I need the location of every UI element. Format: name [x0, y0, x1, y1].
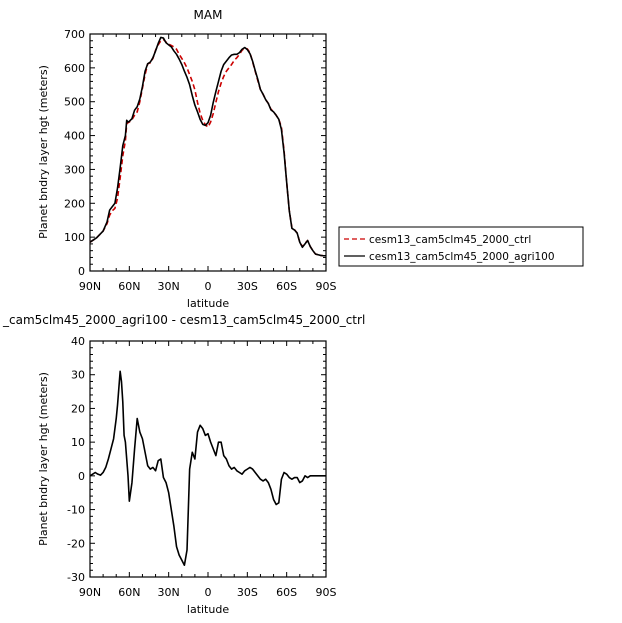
top-x-tick-label: 60N	[118, 280, 140, 293]
legend-label-agri100: cesm13_cam5clm45_2000_agri100	[369, 251, 555, 263]
bottom-series-line-0	[89, 370, 326, 567]
top-y-tick-label: 500	[64, 96, 85, 109]
top-x-tick-label: 30N	[158, 280, 180, 293]
bottom-x-tick-label: 90S	[316, 586, 337, 599]
top-y-axis: 0 100 200 300 400 500 600 700	[64, 28, 326, 278]
top-y-tick-label: 0	[78, 265, 85, 278]
top-y-tick-label: 300	[64, 163, 85, 176]
bottom-x-tick-label: 30N	[158, 586, 180, 599]
top-x-axis: 90N 60N 30N 0 30S 60S 90S	[79, 34, 337, 293]
top-x-tick-label: 30S	[237, 280, 258, 293]
bottom-x-axis: 90N 60N 30N 0 30S 60S 90S	[79, 341, 337, 599]
bottom-y-tick-label: -20	[67, 537, 85, 550]
top-chart-title: MAM	[194, 8, 223, 22]
top-y-axis-label: Planet bndry layer hgt (meters)	[37, 65, 50, 239]
bottom-x-tick-label: 60N	[118, 586, 140, 599]
top-y-tick-label: 700	[64, 28, 85, 41]
top-x-tick-label: 60S	[276, 280, 297, 293]
top-x-tick-label: 0	[205, 280, 212, 293]
bottom-series-group	[89, 370, 326, 567]
bottom-x-tick-label: 90N	[79, 586, 101, 599]
top-y-tick-label: 600	[64, 62, 85, 75]
bottom-y-tick-label: 30	[71, 369, 85, 382]
top-y-tick-label: 100	[64, 231, 85, 244]
bottom-x-tick-label: 0	[205, 586, 212, 599]
bottom-y-axis: -30 -20 -10 0 10 20 30 40	[67, 335, 326, 584]
bottom-chart-title: _cam5clm45_2000_agri100 - cesm13_cam5clm…	[2, 313, 365, 327]
bottom-y-tick-label: 40	[71, 335, 85, 348]
bottom-x-axis-label: latitude	[187, 603, 229, 616]
top-x-axis-label: latitude	[187, 297, 229, 310]
legend: cesm13_cam5clm45_2000_ctrl cesm13_cam5cl…	[338, 226, 584, 267]
legend-box	[338, 226, 584, 267]
bottom-y-tick-label: -30	[67, 571, 85, 584]
bottom-x-tick-label: 60S	[276, 586, 297, 599]
top-panel: MAM 0 100 200 300 400 500 600 700 90N 60N 30N 0 30S…	[37, 8, 337, 310]
top-y-tick-label: 200	[64, 197, 85, 210]
bottom-y-tick-label: 0	[78, 470, 85, 483]
bottom-y-axis-label: Planet bndry layer hgt (meters)	[37, 372, 50, 546]
legend-label-ctrl: cesm13_cam5clm45_2000_ctrl	[369, 234, 531, 246]
top-plot-frame	[89, 33, 327, 272]
bottom-x-tick-label: 30S	[237, 586, 258, 599]
bottom-y-tick-label: 10	[71, 436, 85, 449]
top-x-tick-label: 90N	[79, 280, 101, 293]
top-x-tick-label: 90S	[316, 280, 337, 293]
bottom-y-tick-label: -10	[67, 504, 85, 517]
bottom-plot-frame	[89, 340, 327, 578]
bottom-y-tick-label: 20	[71, 402, 85, 415]
top-series-group	[89, 36, 326, 257]
top-series-line-1	[89, 36, 326, 257]
top-y-tick-label: 400	[64, 130, 85, 143]
bottom-panel: _cam5clm45_2000_agri100 - cesm13_cam5clm…	[2, 313, 365, 616]
